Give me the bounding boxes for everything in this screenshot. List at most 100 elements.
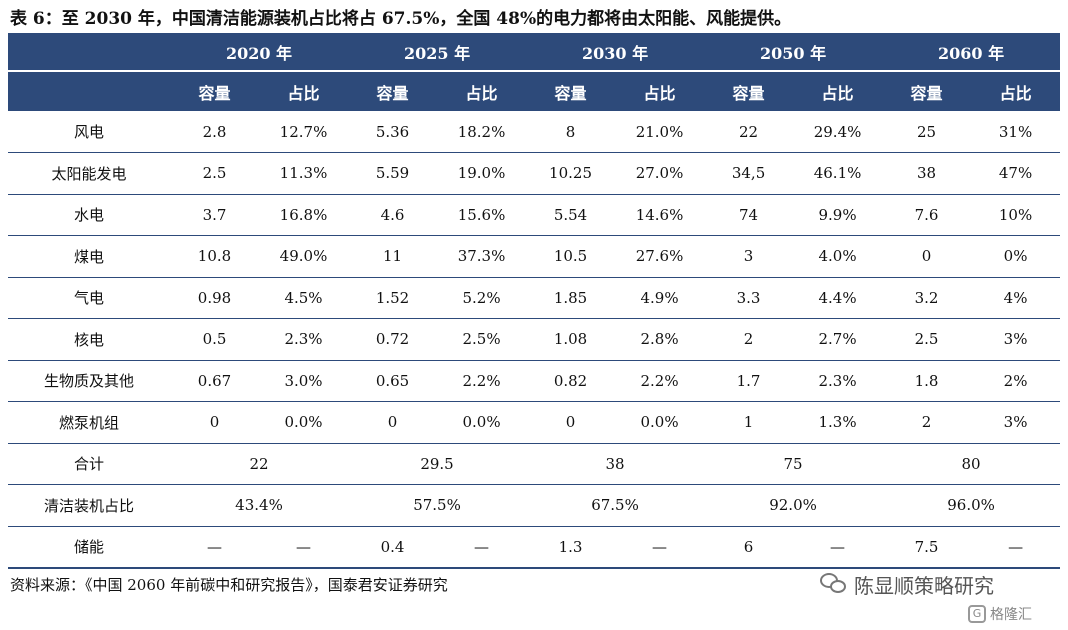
row-label: 气电	[8, 277, 170, 319]
row-label: 储能	[8, 526, 170, 569]
row-label: 核电	[8, 318, 170, 361]
table-cell: 4.4%	[793, 277, 883, 319]
table-cell: 2.2%	[437, 360, 527, 402]
table-cell: 0%	[971, 235, 1061, 278]
table-cell: 2.5	[170, 152, 259, 195]
wechat-brand: 陈显顺策略研究	[820, 568, 994, 600]
table-cell: 18.2%	[437, 111, 527, 153]
table-cell: 4.0%	[793, 235, 883, 278]
table-cell: 0	[348, 401, 438, 444]
data-table: 2020 年 2025 年 2030 年 2050 年 2060 年 容量 占比…	[8, 33, 1061, 569]
table-cell: 2.8%	[615, 318, 705, 361]
table-cell: 4.9%	[615, 277, 705, 319]
table-cell: 34,5	[704, 152, 794, 195]
capacity-table: 2020 年 2025 年 2030 年 2050 年 2060 年 容量 占比…	[8, 33, 1061, 569]
table-row: 气电 0.98 4.5% 1.52 5.2% 1.85 4.9% 3.3 4.4% 3.2 4%	[8, 277, 1061, 319]
subheader-share: 占比	[437, 71, 527, 111]
table-cell: 29.4%	[793, 111, 883, 153]
table-cell: 0.4	[348, 526, 438, 569]
row-label: 生物质及其他	[8, 360, 170, 402]
watermark-label: 格隆汇	[990, 607, 1032, 623]
table-cell: 1.52	[348, 277, 438, 319]
table-cell: 1.3	[526, 526, 616, 569]
table-cell: 3.2	[882, 277, 972, 319]
table-cell: 2.2%	[615, 360, 705, 402]
year-header: 2060 年	[882, 33, 1061, 72]
table-cell: 11	[348, 235, 438, 278]
table-cell: 2%	[971, 360, 1061, 402]
table-cell: 2.7%	[793, 318, 883, 361]
table-cell: 3%	[971, 318, 1061, 361]
year-header: 2050 年	[704, 33, 883, 72]
merged-cell: 80	[882, 443, 1061, 485]
table-cell: —	[437, 526, 527, 569]
table-cell: 3.7	[170, 194, 259, 236]
table-cell: 31%	[971, 111, 1061, 153]
table-cell: 16.8%	[259, 194, 349, 236]
table-cell: 4.5%	[259, 277, 349, 319]
table-cell: 2	[704, 318, 794, 361]
table-cell: 2.3%	[259, 318, 349, 361]
table-cell: 2.5%	[437, 318, 527, 361]
watermark: G 格隆汇	[968, 602, 1032, 626]
table-row: 生物质及其他 0.67 3.0% 0.65 2.2% 0.82 2.2% 1.7 2.3% 1.8…	[8, 360, 1061, 402]
total-row: 合计 22 29.5 38 75 80	[8, 443, 1061, 485]
table-cell: 10.8	[170, 235, 259, 278]
table-row: 太阳能发电 2.5 11.3% 5.59 19.0% 10.25 27.0% 34,5 46.1…	[8, 152, 1061, 195]
table-cell: 21.0%	[615, 111, 705, 153]
clean-share-row: 清洁装机占比 43.4% 57.5% 67.5% 92.0% 96.0%	[8, 484, 1061, 527]
table-cell: 0	[526, 401, 616, 444]
subheader-capacity: 容量	[704, 71, 794, 111]
header-corner	[8, 33, 170, 72]
table-cell: 22	[704, 111, 794, 153]
table-cell: 1	[704, 401, 794, 444]
table-cell: 74	[704, 194, 794, 236]
table-cell: 19.0%	[437, 152, 527, 195]
table-cell: 4%	[971, 277, 1061, 319]
subheader-share: 占比	[259, 71, 349, 111]
merged-cell: 29.5	[348, 443, 527, 485]
table-body: 风电 2.8 12.7% 5.36 18.2% 8 21.0% 22 29.4% 25 31% 太阳能…	[8, 111, 1061, 569]
table-cell: —	[170, 526, 259, 569]
table-row: 燃泵机组 0 0.0% 0 0.0% 0 0.0% 1 1.3% 2 3%	[8, 401, 1061, 444]
table-cell: 0	[170, 401, 259, 444]
table-cell: 27.6%	[615, 235, 705, 278]
table-cell: 37.3%	[437, 235, 527, 278]
merged-cell: 92.0%	[704, 484, 883, 527]
table-row: 水电 3.7 16.8% 4.6 15.6% 5.54 14.6% 74 9.9% 7.6 10%	[8, 194, 1061, 236]
table-cell: 15.6%	[437, 194, 527, 236]
subheader-capacity: 容量	[882, 71, 972, 111]
table-row: 煤电 10.8 49.0% 11 37.3% 10.5 27.6% 3 4.0% 0 0%	[8, 235, 1061, 278]
brand-label: 陈显顺策略研究	[854, 573, 994, 598]
table-cell: 0.82	[526, 360, 616, 402]
table-cell: 10%	[971, 194, 1061, 236]
table-cell: 1.3%	[793, 401, 883, 444]
table-cell: 11.3%	[259, 152, 349, 195]
row-label: 太阳能发电	[8, 152, 170, 195]
subheader-share: 占比	[793, 71, 883, 111]
subheader-capacity: 容量	[526, 71, 616, 111]
table-cell: —	[615, 526, 705, 569]
row-label: 合计	[8, 443, 170, 485]
table-cell: 14.6%	[615, 194, 705, 236]
merged-cell: 75	[704, 443, 883, 485]
table-cell: 9.9%	[793, 194, 883, 236]
row-label: 燃泵机组	[8, 401, 170, 444]
table-cell: 0.67	[170, 360, 259, 402]
table-cell: 2.5	[882, 318, 972, 361]
source-note: 资料来源：《中国 2060 年前碳中和研究报告》，国泰君安证券研究	[10, 576, 448, 594]
merged-cell: 22	[170, 443, 349, 485]
table-cell: 10.5	[526, 235, 616, 278]
table-cell: 0.0%	[437, 401, 527, 444]
table-cell: 0.65	[348, 360, 438, 402]
table-cell: 7.6	[882, 194, 972, 236]
table-cell: 0	[882, 235, 972, 278]
subheader-corner	[8, 71, 170, 111]
table-cell: —	[259, 526, 349, 569]
table-cell: 0.5	[170, 318, 259, 361]
table-cell: 3%	[971, 401, 1061, 444]
table-cell: 7.5	[882, 526, 972, 569]
table-cell: —	[793, 526, 883, 569]
table-cell: 10.25	[526, 152, 616, 195]
wechat-icon	[820, 573, 848, 595]
